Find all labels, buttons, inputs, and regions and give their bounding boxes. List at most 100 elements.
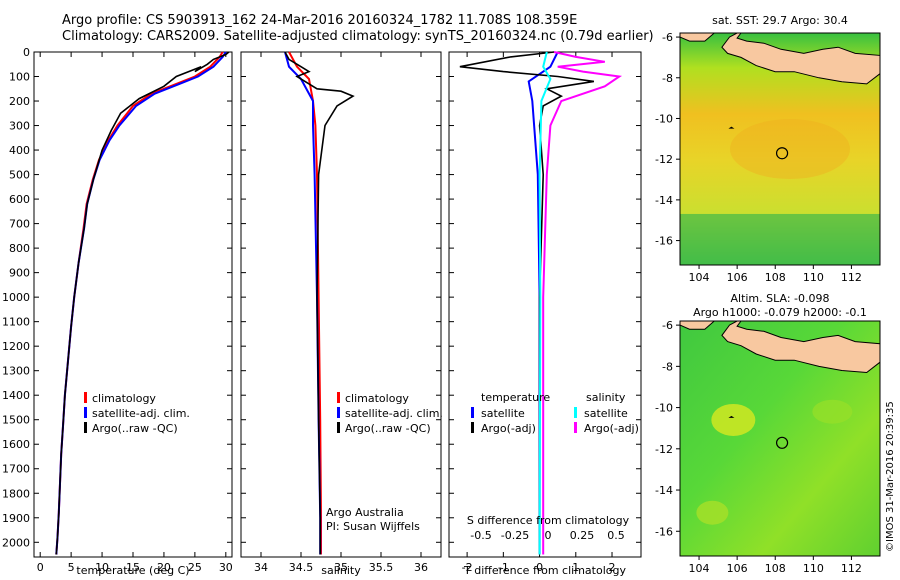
temperature-legend-swatch <box>84 392 87 403</box>
sla-land-java <box>721 320 881 374</box>
temperature-ytick-label: 600 <box>9 193 30 206</box>
temperature-ytick-label: 0 <box>23 46 30 59</box>
diff-legend-title: salinity <box>586 391 626 404</box>
temperature-legend-swatch <box>84 422 87 433</box>
temperature-legend-label: Argo(..raw -QC) <box>92 422 178 435</box>
diff-legend-title: temperature <box>481 391 550 404</box>
temperature-ytick-label: 1700 <box>2 463 30 476</box>
sla-ytick-label: -16 <box>655 525 673 538</box>
salinity-annotation: Argo Australia <box>326 506 404 519</box>
salinity-legend-label: Argo(..raw -QC) <box>345 422 431 435</box>
difference-xtick-label: -2 <box>462 561 473 574</box>
sst-ytick-label: -16 <box>655 235 673 248</box>
temperature-xtick-label: 5 <box>68 561 75 574</box>
sla-map: 104 106 108 110 112 -6 -8 -10 -12 -14 -16 <box>655 319 881 575</box>
temperature-plot-frame <box>33 51 233 558</box>
sst-land-java <box>721 32 881 85</box>
sla-xtick-label: 110 <box>803 562 824 575</box>
diff-legend-label: satellite <box>481 407 525 420</box>
temperature-legend-swatch <box>84 407 87 418</box>
temperature-xtick-label: 30 <box>219 561 233 574</box>
sla-map-title-line-1: Altim. SLA: -0.098 <box>730 292 830 305</box>
sla-ytick-label: -10 <box>655 402 673 415</box>
sst-ytick-label: -12 <box>655 153 673 166</box>
temperature-ytick-label: 1000 <box>2 291 30 304</box>
difference-series-sal_argo <box>542 51 623 555</box>
sst-xtick-label: 108 <box>765 271 786 284</box>
temperature-xtick-label: 25 <box>188 561 202 574</box>
diff-top-tick-label: 0 <box>545 529 552 542</box>
temperature-ytick-label: 1500 <box>2 414 30 427</box>
sst-warm-patch <box>730 119 850 179</box>
diff-legend-swatch <box>471 407 474 418</box>
temperature-ytick-label: 800 <box>9 242 30 255</box>
sst-argo-position-marker <box>775 147 789 160</box>
difference-xtick-label: 0 <box>536 561 543 574</box>
temperature-ytick-label: 1800 <box>2 487 30 500</box>
diff-legend-swatch <box>574 422 577 433</box>
sla-high-patch <box>696 500 729 525</box>
temperature-ytick-label: 100 <box>9 71 30 84</box>
watermark: ©IMOS 31-Mar-2016 20:39:35 <box>885 401 896 552</box>
temperature-legend-label: climatology <box>92 392 156 405</box>
difference-plot-frame <box>448 51 642 558</box>
diff-legend-swatch <box>574 407 577 418</box>
diff-top-label: S difference from climatology <box>467 514 630 527</box>
sla-xtick-label: 112 <box>841 562 862 575</box>
header-line-1: Argo profile: CS 5903913_162 24-Mar-2016… <box>62 13 578 28</box>
temperature-ytick-label: 1900 <box>2 512 30 525</box>
diff-legend-swatch <box>471 422 474 433</box>
salinity-legend-label: climatology <box>345 392 409 405</box>
temperature-ytick-label: 1100 <box>2 316 30 329</box>
salinity-annotation: PI: Susan Wijffels <box>326 520 420 533</box>
salinity-panel: 34 34.5 35 35.5 36 salinity climatology satelli… <box>240 51 443 577</box>
diff-top-tick-label: 0.5 <box>607 529 625 542</box>
temperature-xtick-label: 15 <box>126 561 140 574</box>
temperature-ytick-label: 1200 <box>2 340 30 353</box>
temperature-xtick-label: 0 <box>37 561 44 574</box>
diff-top-tick-label: 0.25 <box>570 529 595 542</box>
temperature-series-argo <box>55 51 230 555</box>
sst-ytick-label: -14 <box>655 194 673 207</box>
header-line-2: Climatology: CARS2009. Satellite-adjuste… <box>62 29 654 44</box>
diff-top-tick-label: -0.25 <box>501 529 529 542</box>
sla-map-title-line-2: Argo h1000: -0.079 h2000: -0.1 <box>693 306 867 319</box>
sla-ytick-label: -8 <box>662 360 673 373</box>
sla-ytick-label: -12 <box>655 443 673 456</box>
difference-xlabel: T difference from climatology <box>463 564 626 577</box>
sla-map-frame <box>679 320 881 557</box>
sst-map-frame <box>679 32 881 266</box>
salinity-plot-frame <box>240 51 442 558</box>
salinity-series-argo <box>284 51 355 555</box>
salinity-xlabel: salinity <box>321 564 361 577</box>
salinity-xtick-label: 35.5 <box>369 561 394 574</box>
diff-legend-label: Argo(-adj) <box>584 422 639 435</box>
temperature-legend-label: satellite-adj. clim. <box>92 407 190 420</box>
diff-legend-label: Argo(-adj) <box>481 422 536 435</box>
temperature-ytick-label: 1600 <box>2 438 30 451</box>
sst-xtick-label: 110 <box>803 271 824 284</box>
sla-ytick-label: -6 <box>662 319 673 332</box>
salinity-series-climatology <box>288 51 322 555</box>
difference-xtick-label: -1 <box>498 561 509 574</box>
difference-xtick-label: 2 <box>609 561 616 574</box>
salinity-legend-swatch <box>337 392 340 403</box>
diff-top-tick-label: -0.5 <box>470 529 491 542</box>
salinity-legend-swatch <box>337 422 340 433</box>
salinity-xtick-label: 35 <box>334 561 348 574</box>
sla-argo-position-marker <box>775 436 789 449</box>
sla-ytick-label: -14 <box>655 484 673 497</box>
salinity-xtick-label: 36 <box>414 561 428 574</box>
sla-christmas-island <box>728 415 735 418</box>
temperature-xtick-label: 10 <box>95 561 109 574</box>
sst-map-title: sat. SST: 29.7 Argo: 30.4 <box>712 14 848 27</box>
temperature-xtick-label: 20 <box>157 561 171 574</box>
sst-ytick-label: -10 <box>655 112 673 125</box>
temperature-ytick-label: 400 <box>9 144 30 157</box>
sst-ytick-label: -6 <box>662 31 673 44</box>
sst-cool-band <box>680 213 880 265</box>
sst-xtick-label: 104 <box>689 271 710 284</box>
temperature-ytick-label: 500 <box>9 169 30 182</box>
temperature-ytick-label: 2000 <box>2 536 30 549</box>
